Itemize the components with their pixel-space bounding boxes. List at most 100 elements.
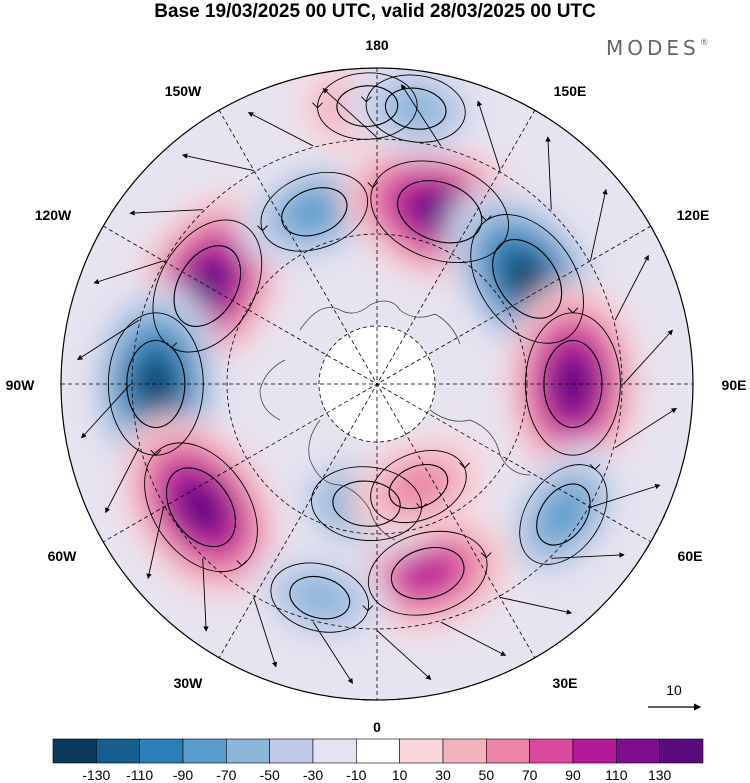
streamline-arrow: [150, 449, 162, 456]
flow-arrow: [247, 112, 314, 147]
flow-arrow: [181, 153, 254, 171]
streamline: [390, 547, 465, 600]
streamline-arrow: [312, 102, 323, 109]
lon-label-30w: 30W: [174, 675, 204, 691]
flow-arrow: [545, 136, 552, 210]
streamline: [165, 467, 236, 548]
flow-arrow: [146, 507, 164, 580]
lon-label-120w: 120W: [35, 207, 72, 223]
flow-arrow: [253, 597, 278, 668]
colorbar-tick-label: 110: [605, 767, 628, 783]
anomaly-contour: [387, 463, 450, 510]
colorbar-tick-label: -70: [216, 767, 236, 783]
flow-arrow: [105, 447, 140, 514]
flow-arrow: [322, 88, 378, 138]
flow-arrow: [500, 597, 573, 615]
flow-arrow: [623, 329, 673, 385]
lon-label-60w: 60W: [48, 548, 78, 564]
anomaly-contour: [183, 487, 219, 527]
anomaly-contour: [287, 575, 352, 621]
lon-label-90e: 90E: [722, 377, 747, 393]
streamline-arrow: [367, 182, 379, 189]
streamline-arrow: [480, 552, 492, 559]
flow-arrow: [590, 483, 661, 508]
anomaly-cell: [248, 547, 392, 649]
flow-arrow: [551, 552, 625, 559]
colorbar-tick-label: 90: [565, 767, 581, 783]
colorbar-tick-label: -10: [346, 767, 366, 783]
colorbar-swatch: [182, 738, 227, 764]
flow-arrow: [312, 621, 353, 684]
flow-arrow: [590, 188, 608, 261]
streamline-arrow: [361, 96, 372, 103]
streamline: [289, 575, 351, 620]
colorbar-tick-label: 10: [392, 767, 408, 783]
flow-arrow: [129, 209, 203, 216]
modes-logo: MODES®: [606, 36, 709, 60]
streamline-arrow: [480, 215, 492, 222]
anomaly-contour: [403, 555, 453, 591]
streamline: [388, 463, 449, 510]
map-title: Base 19/03/2025 00 UTC, valid 28/03/2025…: [154, 1, 596, 22]
streamline-arrow: [567, 307, 579, 314]
brand-name: MODES: [606, 36, 700, 60]
colorbar-swatch: [52, 738, 97, 764]
vector-scale-label: 10: [666, 682, 682, 698]
flow-arrow: [401, 84, 442, 147]
colorbar-swatch: [269, 738, 314, 764]
colorbar-tick-label: -90: [173, 767, 193, 783]
flow-arrow: [77, 319, 140, 360]
colorbar-swatch: [572, 738, 617, 764]
streamline-arrow: [416, 503, 427, 510]
colorbar-tick-label: -30: [303, 767, 323, 783]
coastlines: [259, 300, 531, 541]
colorbar-tick-label: 130: [648, 767, 672, 783]
colorbar-tick-label: 30: [435, 767, 451, 783]
streamline-arrow: [257, 225, 268, 232]
lon-label-120e: 120E: [677, 207, 710, 223]
colorbar-tick-label: -110: [126, 767, 153, 783]
lon-label-60e: 60E: [678, 548, 703, 564]
flow-arrow: [93, 260, 164, 285]
flow-arrow: [81, 383, 131, 439]
streamline: [336, 85, 399, 127]
lon-label-90w: 90W: [6, 377, 36, 393]
streamlines: [77, 72, 677, 684]
streamline: [281, 187, 348, 237]
colorbar-swatch: [486, 738, 530, 764]
flow-arrow: [376, 630, 432, 680]
anomaly-cell: [343, 68, 489, 158]
colorbar-swatch: [139, 738, 184, 764]
colorbar-swatch: [356, 738, 400, 764]
streamline-arrow: [459, 462, 470, 469]
lon-label-150w: 150W: [165, 83, 202, 99]
map-border: [60, 67, 694, 701]
lon-label-0: 0: [373, 719, 381, 735]
flow-arrow: [614, 408, 677, 449]
streamline-arrow: [589, 463, 601, 471]
lon-label-180: 180: [365, 37, 389, 53]
colorbar-swatch: [96, 738, 140, 764]
colorbar: [52, 738, 704, 764]
streamline: [536, 483, 591, 546]
lon-label-30e: 30E: [553, 675, 578, 691]
flow-arrow: [202, 558, 209, 632]
flow-arrow: [476, 100, 501, 171]
streamline-arrow: [362, 605, 374, 612]
colorbar-swatch: [226, 738, 270, 764]
anomaly-contour: [287, 191, 342, 232]
map-disc: [61, 68, 693, 700]
colorbar-ticks: -130 -110 -90 -70 -50 -30 -10 10 30 50 70 90 110 130: [82, 767, 671, 783]
flow-arrow: [614, 254, 649, 321]
flow-arrow: [440, 621, 507, 656]
streamline: [492, 238, 563, 319]
anomaly-contour: [541, 489, 586, 540]
registered-mark: ®: [699, 38, 709, 49]
colorbar-tick-label: -50: [260, 767, 280, 783]
streamline: [384, 87, 447, 130]
colorbar-swatch: [529, 738, 574, 764]
colorbar-tick-label: -130: [82, 767, 110, 783]
colorbar-swatch: [659, 738, 704, 764]
colorbar-tick-label: 50: [479, 767, 495, 783]
